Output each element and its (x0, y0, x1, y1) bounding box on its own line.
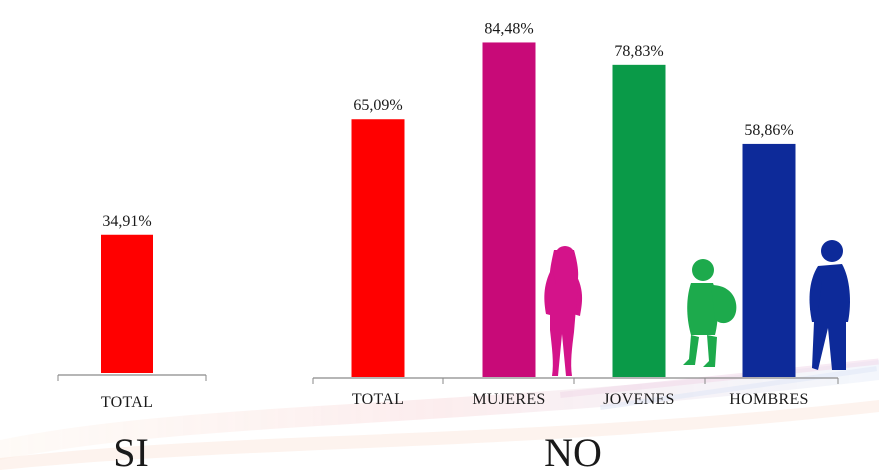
bar-hombres (742, 143, 796, 377)
value-label-total: 34,91% (102, 213, 151, 230)
man-silhouette-icon (809, 240, 850, 370)
bar-total (101, 234, 153, 373)
youth-with-backpack-icon (683, 259, 737, 367)
bar-total (351, 119, 405, 378)
value-label-mujeres: 84,48% (484, 20, 533, 37)
category-label-total: TOTAL (101, 394, 153, 411)
category-label-mujeres: MUJERES (472, 391, 545, 408)
value-label-hombres: 58,86% (744, 122, 793, 139)
value-label-total: 65,09% (353, 97, 402, 114)
bar-mujeres (482, 42, 536, 378)
woman-silhouette-icon (544, 246, 583, 376)
group-label-si: SI (113, 430, 149, 473)
group-label-no: NO (544, 430, 602, 473)
category-label-total: TOTAL (352, 391, 404, 408)
chart-si: 34,91% TOTAL SI (57, 213, 207, 473)
category-label-hombres: HOMBRES (729, 391, 808, 408)
bar-jovenes (612, 64, 666, 378)
chart-no: 65,09% TOTAL 84,48% MUJERES 78,83% JOVENES 58,… (312, 20, 839, 473)
category-label-jovenes: JOVENES (603, 391, 674, 408)
value-label-jovenes: 78,83% (614, 43, 663, 60)
